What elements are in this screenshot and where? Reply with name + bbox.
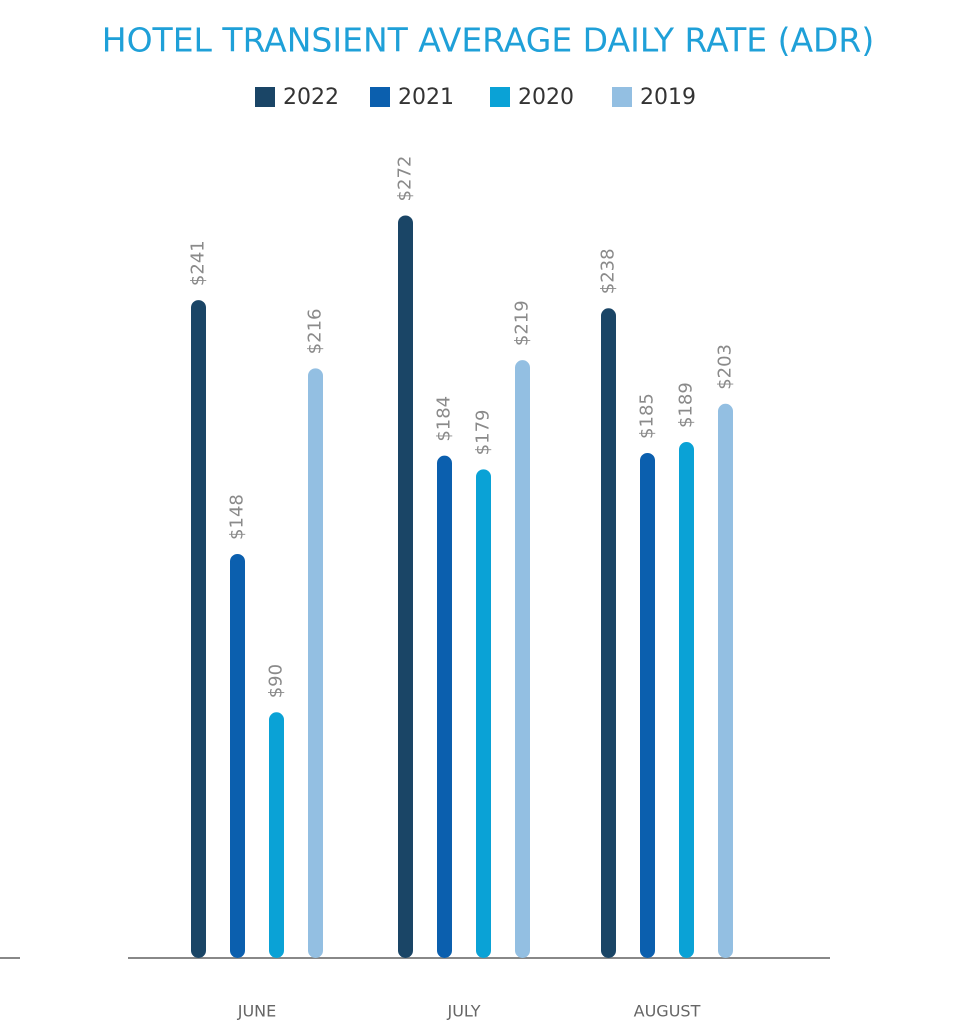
bar <box>437 455 452 958</box>
legend-swatch <box>255 87 275 107</box>
value-label: $179 <box>473 410 494 456</box>
x-tick-label: JUNE <box>237 1002 277 1021</box>
value-label: $148 <box>227 494 248 540</box>
bar <box>230 553 245 958</box>
chart-title: HOTEL TRANSIENT AVERAGE DAILY RATE (ADR) <box>102 21 875 60</box>
bar <box>515 360 530 958</box>
bar <box>718 403 733 958</box>
value-label: $272 <box>395 156 416 202</box>
bar <box>679 442 694 958</box>
x-tick-label: JULY <box>447 1002 481 1021</box>
bar <box>476 469 491 958</box>
value-label: $90 <box>266 664 287 698</box>
value-label: $241 <box>188 240 209 286</box>
value-label: $219 <box>512 300 533 346</box>
legend-swatch <box>490 87 510 107</box>
value-label: $184 <box>434 396 455 442</box>
value-label: $216 <box>305 309 326 355</box>
legend-swatch <box>370 87 390 107</box>
legend-label: 2022 <box>283 85 339 110</box>
legend-label: 2021 <box>398 85 454 110</box>
value-label: $189 <box>676 382 697 428</box>
legend-label: 2019 <box>640 85 696 110</box>
x-tick-label: AUGUST <box>634 1002 701 1021</box>
value-label: $203 <box>715 344 736 390</box>
legend-label: 2020 <box>518 85 574 110</box>
bar <box>601 308 616 958</box>
bar <box>398 215 413 958</box>
bar <box>640 452 655 958</box>
bar <box>191 300 206 958</box>
bar <box>308 368 323 958</box>
value-label: $185 <box>637 393 658 439</box>
legend-swatch <box>612 87 632 107</box>
value-label: $238 <box>598 248 619 294</box>
bar <box>269 712 284 958</box>
